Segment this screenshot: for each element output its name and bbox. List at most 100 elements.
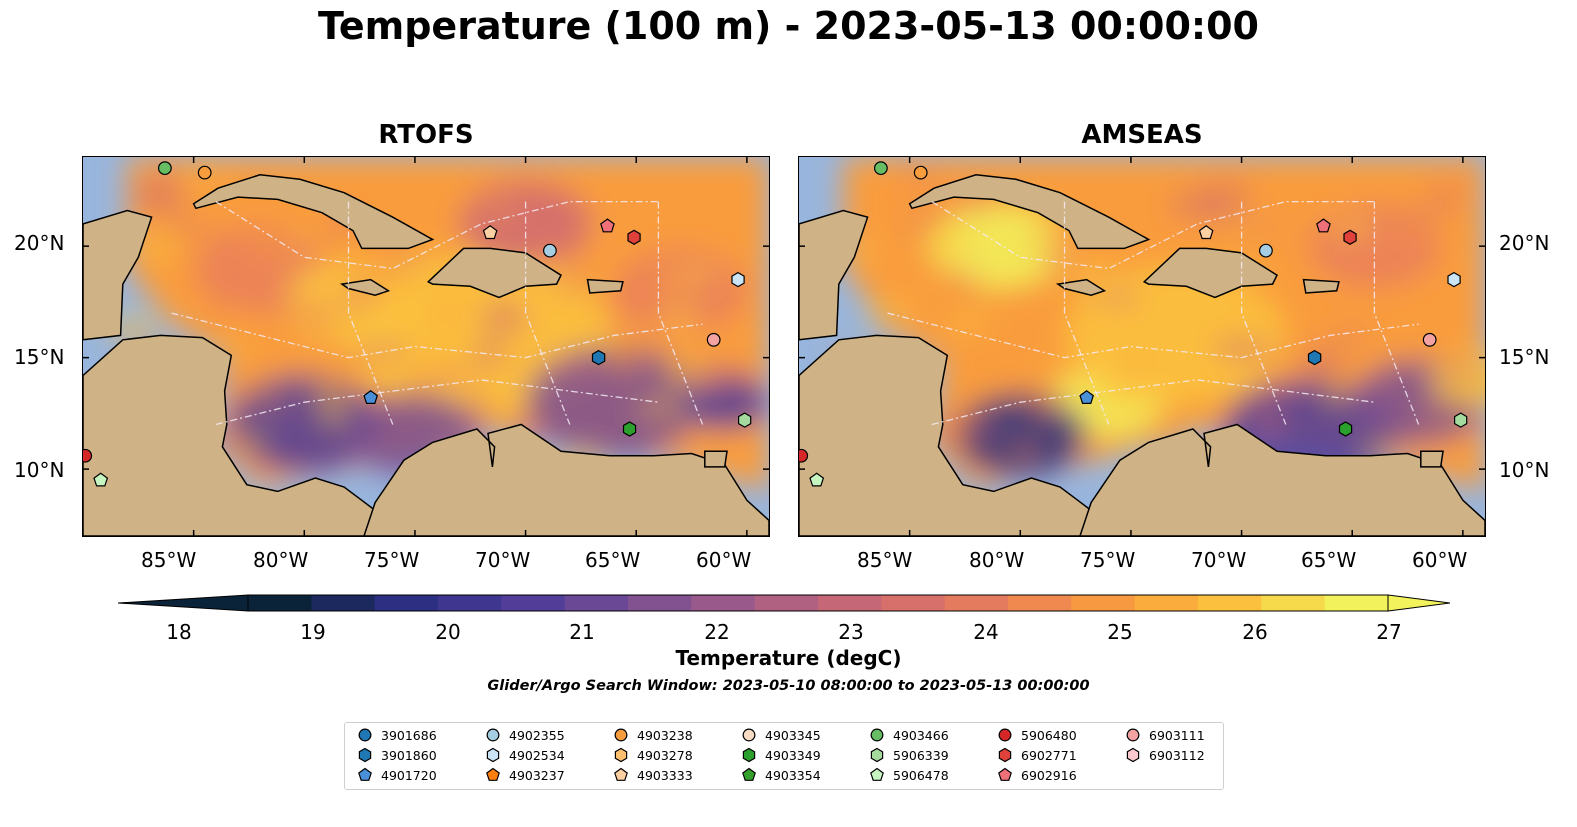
float-marker-4903349[interactable]: [622, 421, 637, 437]
legend-marker-4903333[interactable]: [614, 767, 628, 781]
legend-item: 3901860: [357, 747, 437, 763]
legend-marker-6902916[interactable]: [998, 767, 1012, 781]
land-south: [363, 423, 769, 536]
legend-marker-3901686[interactable]: [358, 728, 372, 742]
circle-marker-icon: [870, 728, 884, 742]
pentagon-marker-icon: [998, 767, 1012, 781]
colorbar-segment: [1071, 595, 1136, 611]
colorbar-segment: [1198, 595, 1262, 611]
legend-item: 5906480: [997, 727, 1077, 743]
rtofs-map[interactable]: [82, 156, 770, 537]
legend-marker-4903278[interactable]: [614, 747, 628, 763]
lon-tick-label: 60°W: [696, 548, 752, 572]
legend-marker-4903237[interactable]: [486, 767, 500, 781]
float-marker-5906480[interactable]: [799, 448, 809, 463]
float-marker-3901860[interactable]: [591, 349, 606, 366]
legend-marker-4901720[interactable]: [358, 767, 372, 781]
legend-marker-4903466[interactable]: [870, 728, 884, 742]
colorbar-segment: [311, 595, 376, 611]
land-cuba: [908, 174, 1151, 250]
lat-tick-label: 20°N: [1499, 231, 1550, 255]
float-marker-4901720[interactable]: [363, 390, 379, 404]
float-marker-5906478[interactable]: [93, 472, 109, 487]
float-marker-4903238[interactable]: [913, 165, 928, 180]
float-marker-6902771[interactable]: [1343, 229, 1357, 245]
legend-item: 6903112: [1125, 747, 1205, 763]
colorbar-segment: [564, 595, 629, 611]
lon-tick-label: 70°W: [475, 548, 531, 572]
lon-tick-label: 65°W: [585, 548, 641, 572]
float-marker-4902355[interactable]: [543, 243, 557, 258]
float-marker-5906478[interactable]: [809, 472, 825, 487]
float-marker-5906480[interactable]: [83, 448, 93, 463]
float-marker-4903349[interactable]: [1338, 421, 1353, 437]
land-cuba: [192, 174, 435, 250]
legend-label: 5906478: [893, 767, 949, 783]
eez-boundary: [347, 201, 394, 425]
pentagon-marker-icon: [870, 767, 884, 781]
circle-marker-icon: [998, 728, 1012, 742]
map-canvas: [83, 157, 769, 536]
legend-marker-4903354[interactable]: [742, 767, 756, 781]
float-marker-6902771[interactable]: [627, 229, 641, 245]
float-marker-3901860[interactable]: [1307, 349, 1322, 366]
colorbar-tick: 27: [1376, 620, 1402, 644]
legend-label: 4901720: [381, 767, 437, 783]
legend-marker-4903349[interactable]: [742, 747, 756, 763]
legend-marker-4902355[interactable]: [486, 728, 500, 742]
legend-label: 5906339: [893, 747, 949, 763]
float-marker-6902916[interactable]: [1316, 218, 1331, 233]
float-marker-4903466[interactable]: [873, 161, 888, 176]
legend-marker-6902771[interactable]: [998, 747, 1012, 763]
hexagon-marker-icon: [998, 747, 1012, 763]
colorbar-tick: 21: [569, 620, 595, 644]
float-marker-4903333[interactable]: [1198, 225, 1214, 240]
legend-marker-6903112[interactable]: [1126, 747, 1140, 763]
legend-label: 3901860: [381, 747, 437, 763]
lat-tick-label: 15°N: [14, 345, 65, 369]
legend-label: 6902771: [1021, 747, 1077, 763]
float-marker-4902534[interactable]: [1447, 271, 1461, 288]
circle-marker-icon: [358, 728, 372, 742]
legend-marker-4902534[interactable]: [486, 747, 500, 763]
pentagon-marker-icon: [742, 767, 756, 781]
float-marker-4901720[interactable]: [1079, 390, 1095, 404]
colorbar-tick: 18: [166, 620, 192, 644]
float-marker-5906339[interactable]: [1453, 412, 1468, 428]
colorbar-segment: [248, 595, 312, 611]
legend-marker-3901860[interactable]: [358, 747, 372, 763]
map-canvas: [799, 157, 1485, 536]
legend-item: 4903238: [613, 727, 693, 743]
legend-marker-5906480[interactable]: [998, 728, 1012, 742]
legend-item: 4903333: [613, 767, 693, 783]
land-trinidad: [1420, 450, 1444, 468]
float-marker-4902534[interactable]: [731, 271, 745, 288]
float-marker-4902355[interactable]: [1259, 243, 1273, 258]
hexagon-marker-icon: [1126, 747, 1140, 763]
colorbar-segment: [501, 595, 566, 611]
float-marker-6903111[interactable]: [1422, 332, 1437, 347]
float-marker-4903466[interactable]: [157, 161, 172, 176]
colorbar-segment: [818, 595, 882, 611]
float-marker-4903238[interactable]: [197, 165, 212, 180]
float-marker-5906339[interactable]: [737, 412, 752, 428]
legend-marker-5906478[interactable]: [870, 767, 884, 781]
land-jamaica: [1055, 278, 1107, 296]
legend-marker-6903111[interactable]: [1126, 728, 1140, 742]
colorbar-tick: 20: [435, 620, 461, 644]
legend-label: 4902355: [509, 727, 565, 743]
legend-label: 4903349: [765, 747, 821, 763]
legend-label: 3901686: [381, 727, 437, 743]
amseas-map[interactable]: [798, 156, 1486, 537]
hexagon-marker-icon: [486, 747, 500, 763]
legend-marker-5906339[interactable]: [870, 747, 884, 763]
land-south: [1079, 423, 1485, 536]
legend-marker-4903238[interactable]: [614, 728, 628, 742]
lon-tick-label: 60°W: [1412, 548, 1468, 572]
eez-boundary: [215, 200, 659, 270]
float-marker-4903333[interactable]: [482, 225, 498, 240]
float-marker-6902916[interactable]: [600, 218, 615, 233]
float-marker-6903111[interactable]: [706, 332, 721, 347]
legend-marker-4903345[interactable]: [742, 728, 756, 742]
colorbar-segment: [1008, 595, 1072, 611]
